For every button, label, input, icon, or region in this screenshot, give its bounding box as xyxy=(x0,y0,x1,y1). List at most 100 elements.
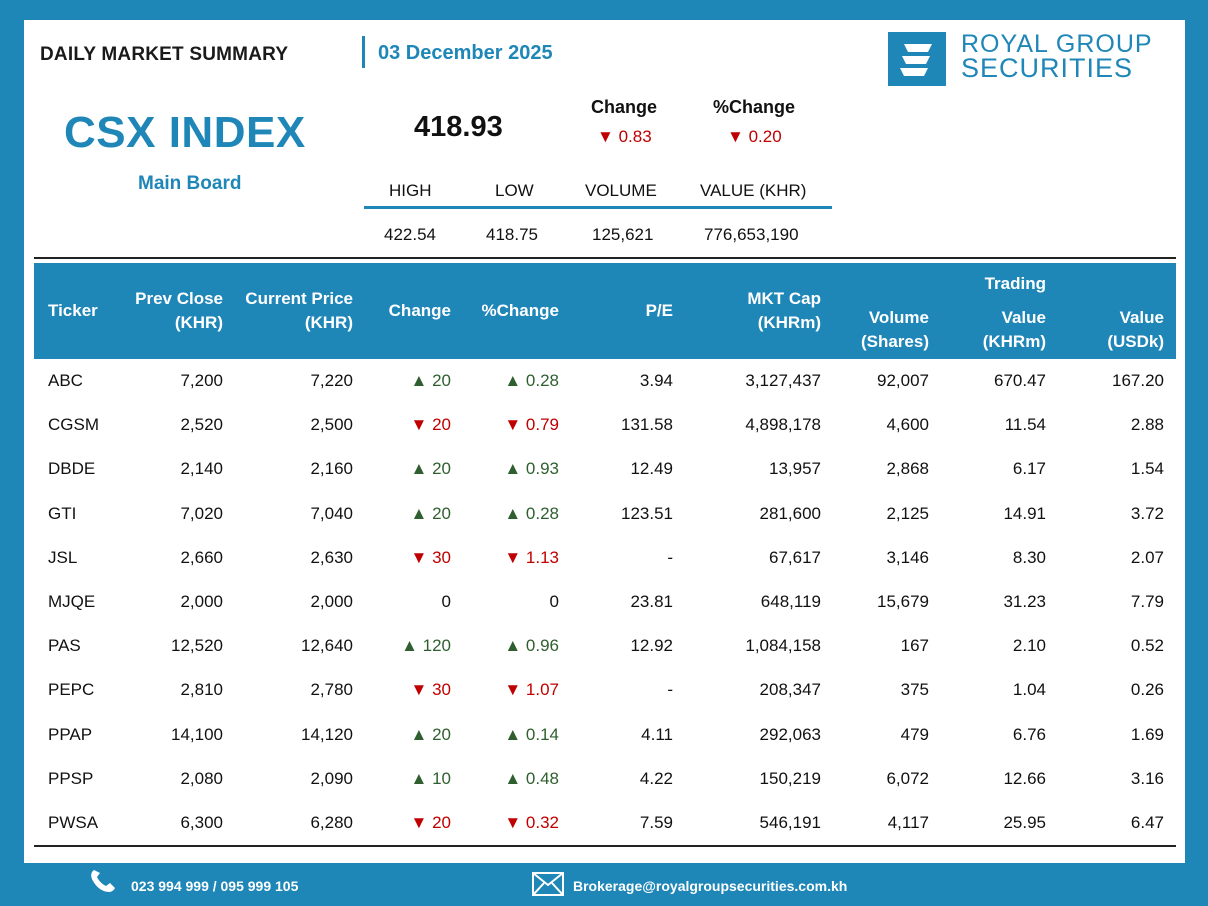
current-price-cell: 12,640 xyxy=(301,636,353,656)
change-value: 20 xyxy=(432,371,451,391)
value-khrm-cell: 31.23 xyxy=(1003,592,1046,612)
title-divider xyxy=(362,36,365,68)
stat-label-volume: VOLUME xyxy=(585,181,657,200)
pct-change-value: 0.93 xyxy=(525,459,559,479)
pct-change-label: %Change xyxy=(713,97,796,117)
stats-underline xyxy=(364,206,832,209)
prev-close-cell: 7,200 xyxy=(180,371,223,391)
mkt-cap-cell: 3,127,437 xyxy=(745,371,821,391)
change-value: 30 xyxy=(432,680,451,700)
ticker-cell: PAS xyxy=(48,636,81,656)
down-arrow-icon: ▼ xyxy=(727,127,744,146)
value-usdk-cell: 1.54 xyxy=(1130,459,1164,479)
change-cell: 0 xyxy=(365,580,463,624)
pe-cell: 4.22 xyxy=(639,768,673,788)
ticker-cell: PPAP xyxy=(48,724,93,744)
pct-change-cell: 0 xyxy=(463,580,571,624)
index-pct-change-value: 0.20 xyxy=(748,127,782,146)
mkt-cap-cell: 1,084,158 xyxy=(745,636,821,656)
change-cell: ▲ 20 xyxy=(365,492,463,536)
change-cell: ▼ 30 xyxy=(365,536,463,580)
ticker-cell: JSL xyxy=(48,547,78,567)
phone-icon xyxy=(88,868,118,897)
volume-cell: 479 xyxy=(900,724,929,744)
up-arrow-icon: ▲ xyxy=(410,371,433,391)
mkt-cap-cell: 546,191 xyxy=(685,800,833,848)
summary-card: DAILY MARKET SUMMARY 03 December 2025 RO… xyxy=(24,20,1185,863)
index-name: CSX INDEX xyxy=(64,108,306,157)
down-arrow-icon: ▼ xyxy=(410,415,433,435)
col-change: Change xyxy=(365,263,463,359)
pct-change-cell: ▲ 0.48 xyxy=(463,757,571,801)
volume-cell: 4,600 xyxy=(886,415,929,435)
change-cell: ▼ 30 xyxy=(365,668,463,712)
change-value: 20 xyxy=(432,812,451,832)
prev-close-cell: 2,520 xyxy=(180,415,223,435)
value-usdk-cell: 0.52 xyxy=(1130,636,1164,656)
up-arrow-icon: ▲ xyxy=(410,459,433,479)
prev-close-cell: 2,140 xyxy=(180,459,223,479)
change-value: 120 xyxy=(422,636,451,656)
stat-volume: 125,621 xyxy=(592,225,654,244)
volume-cell: 4,117 xyxy=(833,800,941,848)
pct-change-value: 0.32 xyxy=(525,812,559,832)
col-prev-close: Prev Close (KHR) xyxy=(117,263,235,359)
phone-numbers: 023 994 999 / 095 999 105 xyxy=(131,878,299,894)
up-arrow-icon: ▲ xyxy=(504,724,526,744)
stat-value: 776,653,190 xyxy=(704,225,799,244)
mkt-cap-cell: 281,600 xyxy=(759,503,821,523)
table-row: MJQE 2,000 2,000 0 0 23.81 648,119 15,679 31.23 7… xyxy=(34,580,1176,624)
prev-close-cell: 2,000 xyxy=(180,592,223,612)
up-arrow-icon: ▲ xyxy=(410,724,433,744)
table-row: PPAP 14,100 14,120 ▲ 20 ▲ 0.14 4.11 292,063 479… xyxy=(34,713,1176,757)
table-row: JSL 2,660 2,630 ▼ 30 ▼ 1.13-67,617 3,146 8.30 2… xyxy=(34,536,1176,580)
stat-low: 418.75 xyxy=(486,225,538,244)
prev-close-cell: 14,100 xyxy=(171,724,223,744)
up-arrow-icon: ▲ xyxy=(504,503,526,523)
table-row: PEPC 2,810 2,780 ▼ 30 ▼ 1.07-208,347 375 1.04 0… xyxy=(34,668,1176,712)
table-row: PPSP 2,080 2,090 ▲ 10 ▲ 0.48 4.22 150,219 6,072… xyxy=(34,757,1176,801)
up-arrow-icon: ▲ xyxy=(410,503,433,523)
email-address: Brokerage@royalgroupsecurities.com.kh xyxy=(573,878,848,894)
trading-group-label: Trading xyxy=(984,274,1046,293)
value-usdk-cell: 3.16 xyxy=(1130,768,1164,788)
up-arrow-icon: ▲ xyxy=(504,459,526,479)
value-khrm-cell: 8.30 xyxy=(1012,547,1046,567)
mkt-cap-cell: 4,898,178 xyxy=(745,415,821,435)
brand-line-2: SECURITIES xyxy=(961,53,1134,83)
down-arrow-icon: ▼ xyxy=(504,680,526,700)
stock-table: Ticker Prev Close (KHR) Current Price (KHR… xyxy=(34,263,1176,848)
value-usdk-cell: 3.72 xyxy=(1130,503,1164,523)
col-value-usdk: Value (USDk) xyxy=(1058,263,1176,359)
change-value: 30 xyxy=(432,547,451,567)
change-cell: ▼ 20 xyxy=(365,403,463,447)
table-row: ABC 7,200 7,220 ▲ 20 ▲ 0.28 3.94 3,127,437 92,0… xyxy=(34,359,1176,403)
down-arrow-icon: ▼ xyxy=(597,127,614,146)
report-title: DAILY MARKET SUMMARY xyxy=(40,44,289,65)
pct-change-value: 1.13 xyxy=(525,547,559,567)
pe-cell: 4.11 xyxy=(641,724,673,744)
change-value: 0 xyxy=(441,592,451,612)
pe-cell: 123.51 xyxy=(621,503,673,523)
up-arrow-icon: ▲ xyxy=(401,636,423,656)
volume-cell: 3,146 xyxy=(886,547,929,567)
down-arrow-icon: ▼ xyxy=(410,547,433,567)
mail-icon xyxy=(532,872,564,899)
current-price-cell: 14,120 xyxy=(301,724,353,744)
up-arrow-icon: ▲ xyxy=(410,768,433,788)
change-value: 20 xyxy=(432,724,451,744)
value-khrm-cell: 670.47 xyxy=(994,371,1046,391)
pct-change-value: 1.07 xyxy=(525,680,559,700)
brand-logo-icon xyxy=(888,32,946,86)
stat-label-low: LOW xyxy=(495,181,534,200)
index-change: ▼ 0.83 xyxy=(597,127,652,147)
board-name: Main Board xyxy=(138,173,242,194)
stat-label-value: VALUE (KHR) xyxy=(700,181,807,200)
change-cell: ▲ 20 xyxy=(365,447,463,491)
mkt-cap-cell: 150,219 xyxy=(759,768,821,788)
value-khrm-cell: 1.04 xyxy=(1012,680,1046,700)
index-change-value: 0.83 xyxy=(618,127,652,146)
pe-cell: 7.59 xyxy=(571,800,685,848)
current-price-cell: 2,000 xyxy=(310,592,353,612)
pct-change-value: 0.79 xyxy=(525,415,559,435)
